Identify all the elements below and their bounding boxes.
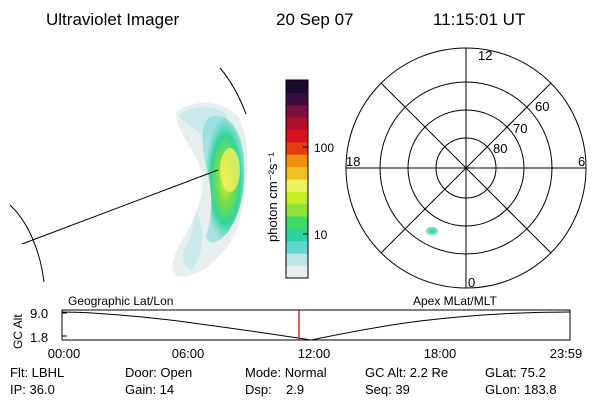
altitude-timeline: Geographic Lat/Lon Apex MLat/MLT GC Alt … bbox=[11, 294, 582, 361]
colorbar-cell bbox=[286, 117, 308, 130]
colorbar-cell bbox=[286, 154, 308, 168]
instrument-title: Ultraviolet Imager bbox=[46, 10, 180, 29]
colorbar-unit-label: photon cm⁻²s⁻¹ bbox=[265, 152, 280, 242]
colorbar-cell bbox=[286, 141, 308, 155]
aurora-image bbox=[9, 67, 248, 283]
status-mode: Mode: Normal bbox=[245, 365, 327, 380]
status-gain: Gain: 14 bbox=[125, 382, 174, 397]
polar-mlt-plot: 12 6 0 18 60 70 80 bbox=[345, 47, 587, 290]
timeline-xtick-1200: 12:00 bbox=[298, 346, 331, 361]
altitude-curve bbox=[61, 311, 571, 341]
status-dsp-value: 2.9 bbox=[286, 382, 304, 397]
colorbar-cell bbox=[286, 240, 308, 254]
status-gc-alt: GC Alt: 2.2 Re bbox=[365, 365, 448, 380]
color-scale-bar: 100 10 photon cm⁻²s⁻¹ bbox=[265, 79, 334, 279]
colorbar-cell bbox=[286, 166, 308, 180]
observation-time: 11:15:01 UT bbox=[433, 10, 525, 29]
colorbar-cell bbox=[286, 80, 308, 93]
colorbar-cell bbox=[286, 129, 308, 143]
timeline-xtick-1800: 18:00 bbox=[424, 346, 457, 361]
timeline-right-caption: Apex MLat/MLT bbox=[413, 294, 497, 308]
timeline-xtick-0600: 06:00 bbox=[172, 346, 205, 361]
status-seq: Seq: 39 bbox=[365, 382, 410, 397]
colorbar-cell bbox=[286, 253, 308, 267]
lat-label-60: 60 bbox=[535, 99, 549, 114]
mlt-label-12: 12 bbox=[478, 48, 492, 63]
timeline-ytick-1-8: 1.8 bbox=[30, 330, 48, 345]
status-ip: IP: 36.0 bbox=[10, 382, 55, 397]
timeline-ytick-9: 9.0 bbox=[30, 306, 48, 321]
timeline-ylabel: GC Alt bbox=[11, 314, 25, 349]
colorbar-cell bbox=[286, 179, 308, 192]
status-glat: GLat: 75.2 bbox=[485, 365, 546, 380]
colorbar-tick-10: 10 bbox=[314, 228, 328, 242]
status-filter: Flt: LBHL bbox=[10, 365, 64, 380]
colorbar-cell bbox=[286, 216, 308, 229]
timeline-xtick-2359: 23:59 bbox=[550, 346, 583, 361]
status-panel: Flt: LBHL IP: 36.0 Door: Open Gain: 14 M… bbox=[10, 365, 557, 397]
colorbar-cell bbox=[286, 203, 308, 217]
mlt-label-0: 0 bbox=[468, 275, 475, 290]
mlt-label-18: 18 bbox=[346, 154, 360, 169]
status-door: Door: Open bbox=[125, 365, 192, 380]
lat-label-80: 80 bbox=[493, 141, 507, 156]
status-glon: GLon: 183.8 bbox=[485, 382, 557, 397]
status-dsp-label: Dsp: bbox=[245, 382, 272, 397]
observation-date: 20 Sep 07 bbox=[276, 10, 354, 29]
colorbar-tick-100: 100 bbox=[314, 141, 334, 155]
timeline-xtick-0000: 00:00 bbox=[48, 346, 81, 361]
polar-emission-spot bbox=[426, 227, 438, 235]
colorbar-cell bbox=[286, 265, 308, 279]
lat-label-70: 70 bbox=[513, 121, 527, 136]
timeline-left-caption: Geographic Lat/Lon bbox=[68, 294, 173, 308]
mlt-label-6: 6 bbox=[578, 154, 585, 169]
colorbar-cell bbox=[286, 228, 308, 242]
colorbar-cell bbox=[286, 104, 308, 118]
colorbar-cell bbox=[286, 191, 308, 205]
colorbar-cell bbox=[286, 92, 308, 106]
